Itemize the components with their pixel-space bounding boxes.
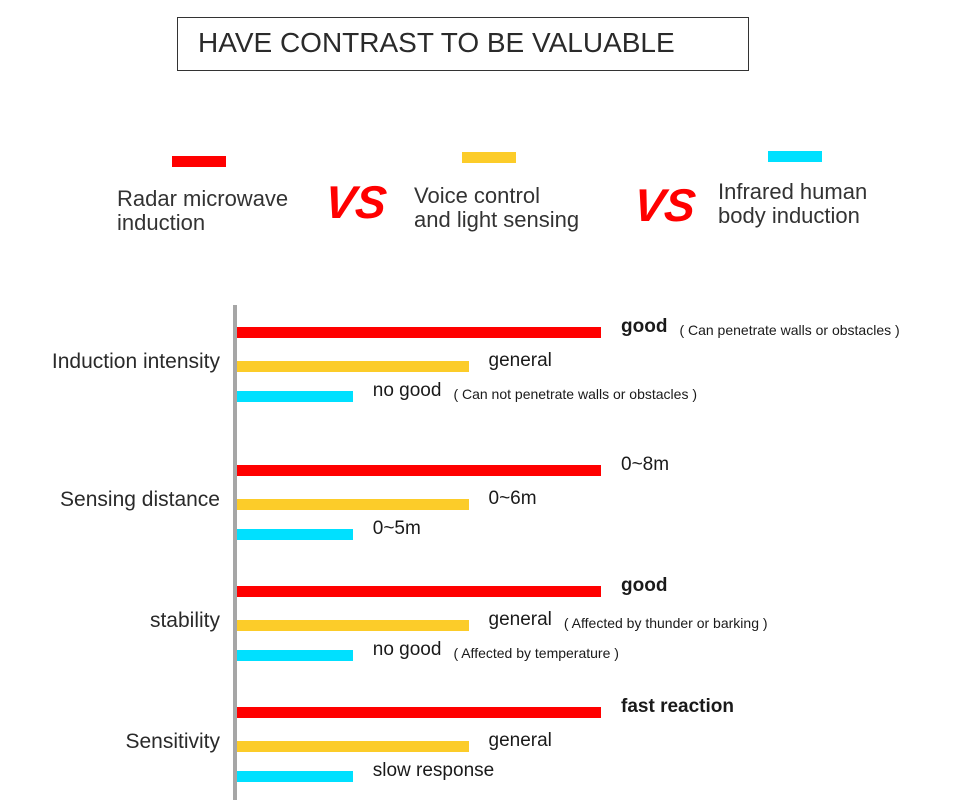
value-label-sensitivity-2: general xyxy=(488,730,552,751)
category-label-induction-intensity: Induction intensity xyxy=(51,350,220,373)
bar-sensitivity-1 xyxy=(237,707,601,718)
bar-sensitivity-3 xyxy=(237,771,353,782)
bar-induction-intensity-3 xyxy=(237,391,353,402)
bar-sensitivity-2 xyxy=(237,741,469,752)
value-label-induction-intensity-1: good xyxy=(621,316,668,337)
y-axis-line xyxy=(233,305,237,800)
value-label-sensing-distance-1: 0~8m xyxy=(621,454,670,475)
value-label-induction-intensity-2: general xyxy=(488,350,552,371)
legend-swatch-radar xyxy=(172,156,226,167)
value-label-stability-2: general xyxy=(488,609,552,630)
bar-sensing-distance-1 xyxy=(237,465,601,476)
value-label-stability-1: good xyxy=(621,575,668,596)
category-label-sensitivity: Sensitivity xyxy=(125,730,220,753)
value-label-sensitivity-3: slow response xyxy=(372,760,495,781)
title-box: HAVE CONTRAST TO BE VALUABLE xyxy=(177,17,749,71)
bar-sensing-distance-3 xyxy=(237,529,353,540)
value-label-sensitivity-1: fast reaction xyxy=(621,696,734,717)
bar-stability-3 xyxy=(237,650,353,661)
page-title: HAVE CONTRAST TO BE VALUABLE xyxy=(198,27,675,58)
vs-mark-1: VS xyxy=(322,176,390,228)
bar-induction-intensity-2 xyxy=(237,361,469,372)
note-stability-3: ( Affected by temperature ) xyxy=(453,645,619,661)
legend-label-voice: Voice control and light sensing xyxy=(414,183,580,232)
legend-label-radar: Radar microwave induction xyxy=(117,186,289,235)
bar-stability-2 xyxy=(237,620,469,631)
note-stability-2: ( Affected by thunder or barking ) xyxy=(563,615,768,631)
value-label-sensing-distance-2: 0~6m xyxy=(488,488,537,509)
value-label-sensing-distance-3: 0~5m xyxy=(372,518,421,539)
bar-induction-intensity-1 xyxy=(237,327,601,338)
legend-swatch-voice xyxy=(462,152,516,163)
note-induction-intensity-1: ( Can penetrate walls or obstacles ) xyxy=(679,322,900,338)
note-induction-intensity-3: ( Can not penetrate walls or obstacles ) xyxy=(453,386,698,402)
value-label-stability-3: no good xyxy=(372,639,442,660)
category-label-sensing-distance: Sensing distance xyxy=(60,488,220,511)
bar-stability-1 xyxy=(237,586,601,597)
bar-sensing-distance-2 xyxy=(237,499,469,510)
vs-mark-2: VS xyxy=(631,179,699,231)
value-label-induction-intensity-3: no good xyxy=(372,380,442,401)
legend-swatch-infrared xyxy=(768,151,822,162)
category-label-stability: stability xyxy=(149,609,220,632)
legend-label-infrared: Infrared human body induction xyxy=(718,179,868,228)
